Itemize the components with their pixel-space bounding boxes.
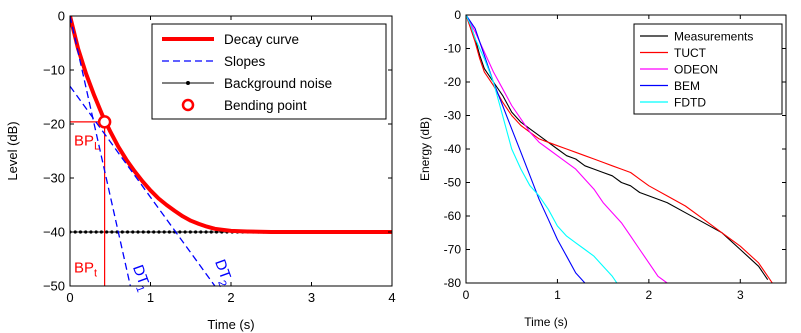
energy-plot-area [466,15,773,283]
background-noise-marker [188,230,192,234]
y-tick-label: 0 [58,9,65,24]
x-tick-label: 4 [388,290,395,305]
background-noise-marker [94,230,98,234]
y-tick-label: -70 [444,243,462,257]
y-tick-label: -60 [444,209,462,223]
background-noise-marker [131,230,135,234]
legend-swatch-bending [181,98,195,112]
background-noise-marker [199,230,203,234]
energy-series-group [466,15,773,283]
x-tick-label: 0 [463,288,470,302]
series-line-bem [466,15,586,283]
decay-axis-ticks: 0 1 2 3 4 0 −10 −20 −30 −40 −50 [43,9,396,305]
background-noise-marker [162,230,166,234]
series-line-odeon [466,15,668,283]
legend-entry-label: Measurements [674,30,753,44]
x-tick-label: 2 [646,288,653,302]
background-noise-marker [157,230,161,234]
background-noise-marker [193,230,198,234]
legend-entry-label: TUCT [674,46,707,60]
background-noise-marker [152,230,156,234]
y-tick-label: −20 [43,117,65,132]
slope-line-1 [70,16,132,286]
x-tick-label: 0 [66,290,73,305]
background-noise-marker [125,230,130,234]
decay-legend: Decay curve Slopes Background noise Bending… [151,23,387,120]
legend-entry-label: FDTD [674,96,706,110]
series-line-fdtd [466,15,618,283]
legend-entry-label: BEM [674,79,700,93]
legend-entry-label: Decay curve [224,32,299,47]
background-noise-marker [209,230,213,234]
decay-series-group [70,16,392,286]
legend-swatch-noise-marker [186,81,190,85]
series-line-measurements [466,15,769,281]
background-noise-marker [136,230,140,234]
y-tick-label: −30 [43,171,65,186]
energy-x-axis-label: Time (s) [524,315,568,329]
background-noise-marker [105,230,109,234]
background-noise-marker [146,230,151,234]
y-tick-label: −50 [43,279,65,294]
background-noise-marker [84,230,88,234]
x-tick-label: 3 [308,290,315,305]
background-noise-marker [178,230,182,234]
energy-legend: Measurements TUCT ODEON BEM FDTD [633,23,783,115]
background-noise-marker [89,230,93,234]
decay-curve-chart: BPL BPt DT1 DT2 0 1 2 3 4 0 −10 −20 −30 −40 −50 Time … [5,9,396,332]
annotation-dt-1: DT1 [126,263,154,294]
background-noise-marker [141,230,145,234]
bending-point-marker [97,115,112,129]
annotation-bp-t: BPt [74,260,97,280]
background-noise-marker [99,230,103,234]
background-noise-marker [204,230,208,234]
y-tick-label: −10 [43,63,65,78]
legend-entry-label: Background noise [224,76,332,91]
legend-entry-label: Slopes [224,54,266,69]
y-tick-label: −40 [43,225,65,240]
decay-x-axis-label: Time (s) [207,317,254,332]
energy-y-axis-label: Energy (dB) [418,117,432,181]
x-tick-label: 2 [227,290,234,305]
y-tick-label: -20 [444,75,462,89]
background-noise-marker [73,230,77,234]
y-tick-label: -40 [444,142,462,156]
slope-line-2 [70,85,216,286]
decay-plot-area: BPL BPt DT1 DT2 [70,16,392,294]
background-noise-marker [120,230,124,234]
y-tick-label: -80 [444,276,462,290]
background-noise-marker [214,230,219,234]
y-tick-label: -30 [444,109,462,123]
y-tick-label: -10 [444,42,462,56]
annotation-dt-2: DT2 [208,257,236,288]
y-tick-label: 0 [454,8,461,22]
x-tick-label: 1 [554,288,561,302]
x-tick-label: 3 [737,288,744,302]
background-noise-marker [183,230,187,234]
series-line-tuct [466,15,773,283]
decay-y-axis-label: Level (dB) [5,121,20,180]
background-noise-marker [110,230,114,234]
energy-decay-chart: 0 1 2 3 0 -10 -20 -30 -40 -50 -60 -70 -80 Time (s) E… [418,8,787,329]
legend-entry-label: Bending point [224,98,307,113]
x-tick-label: 1 [147,290,154,305]
annotation-bp-l: BPL [74,133,100,153]
background-noise-marker [167,230,172,234]
y-tick-label: -50 [444,176,462,190]
energy-axis-ticks: 0 1 2 3 0 -10 -20 -30 -40 -50 -60 -70 -80 [444,8,786,302]
background-noise-marker [78,230,83,234]
legend-entry-label: ODEON [674,63,718,77]
